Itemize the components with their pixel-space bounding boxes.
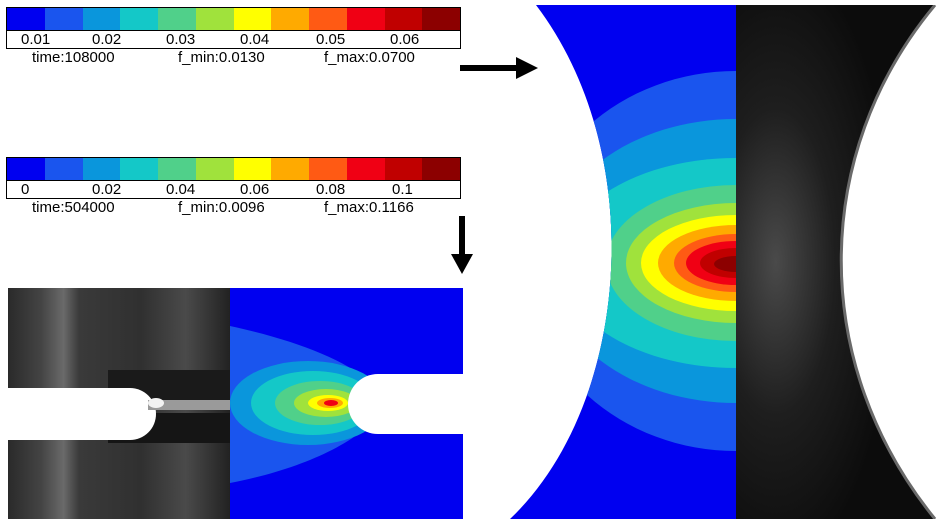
tick-label: 0.06	[390, 31, 420, 48]
tick-label: 0.05	[316, 31, 346, 48]
legend-info-row: time:108000 f_min:0.0130 f_max:0.0700	[6, 49, 461, 67]
arrow-down-icon	[451, 216, 473, 274]
tick-label: 0.01	[21, 31, 51, 48]
colorbar-swatch-8	[271, 8, 309, 30]
colorbar-swatch-12	[422, 8, 460, 30]
tick-label: 0	[21, 181, 30, 198]
colorbar-swatch-2	[44, 158, 83, 180]
specimen-photo	[8, 288, 230, 519]
colorbar-swatch-1	[7, 158, 45, 180]
specimen-simulation	[230, 288, 463, 519]
colorbar-swatch-11	[384, 158, 423, 180]
colorbar-swatch-11	[384, 8, 423, 30]
tick-label: 0.02	[92, 31, 122, 48]
tick-label: 0.1	[392, 181, 413, 198]
colorbar-swatch-4	[120, 158, 158, 180]
colorbar	[7, 158, 460, 181]
colorbar-swatch-7	[233, 158, 272, 180]
tick-label: 0.04	[166, 181, 196, 198]
colorbar-swatch-9	[309, 158, 347, 180]
colorbar-swatch-5	[158, 158, 196, 180]
tick-label: 0.02	[92, 181, 122, 198]
colorbar-frame: 0.01 0.02 0.03 0.04 0.05 0.06	[6, 7, 461, 49]
colorbar-frame: 0 0.02 0.04 0.06 0.08 0.1	[6, 157, 461, 199]
colorbar-swatch-3	[82, 8, 121, 30]
hourglass-photo	[736, 5, 945, 519]
colorbar-swatch-10	[346, 158, 385, 180]
time-label: time:504000	[32, 199, 115, 216]
arrow-right-icon	[460, 57, 538, 79]
colorbar-tick-labels: 0.01 0.02 0.03 0.04 0.05 0.06	[7, 31, 460, 48]
colorbar-swatch-6	[195, 158, 234, 180]
colorbar	[7, 8, 460, 31]
hourglass-specimen-panel	[510, 5, 945, 519]
tick-label: 0.03	[166, 31, 196, 48]
colorbar-swatch-7	[233, 8, 272, 30]
notched-specimen-panel	[8, 288, 463, 519]
f-min-label: f_min:0.0096	[178, 199, 265, 216]
colorbar-swatch-12	[422, 158, 460, 180]
colorbar-legend-top: 0.01 0.02 0.03 0.04 0.05 0.06 time:10800…	[6, 7, 461, 66]
colorbar-swatch-8	[271, 158, 309, 180]
colorbar-swatch-5	[158, 8, 196, 30]
colorbar-swatch-4	[120, 8, 158, 30]
colorbar-swatch-1	[7, 8, 45, 30]
f-max-label: f_max:0.0700	[324, 49, 415, 66]
time-label: time:108000	[32, 49, 115, 66]
tick-label: 0.04	[240, 31, 270, 48]
colorbar-swatch-2	[44, 8, 83, 30]
colorbar-swatch-3	[82, 158, 121, 180]
colorbar-swatch-6	[195, 8, 234, 30]
colorbar-tick-labels: 0 0.02 0.04 0.06 0.08 0.1	[7, 181, 460, 198]
f-max-label: f_max:0.1166	[324, 199, 414, 216]
colorbar-legend-bottom: 0 0.02 0.04 0.06 0.08 0.1 time:504000 f_…	[6, 157, 461, 216]
colorbar-swatch-10	[346, 8, 385, 30]
tick-label: 0.06	[240, 181, 270, 198]
legend-info-row: time:504000 f_min:0.0096 f_max:0.1166	[6, 199, 461, 217]
f-min-label: f_min:0.0130	[178, 49, 265, 66]
tick-label: 0.08	[316, 181, 346, 198]
colorbar-swatch-9	[309, 8, 347, 30]
